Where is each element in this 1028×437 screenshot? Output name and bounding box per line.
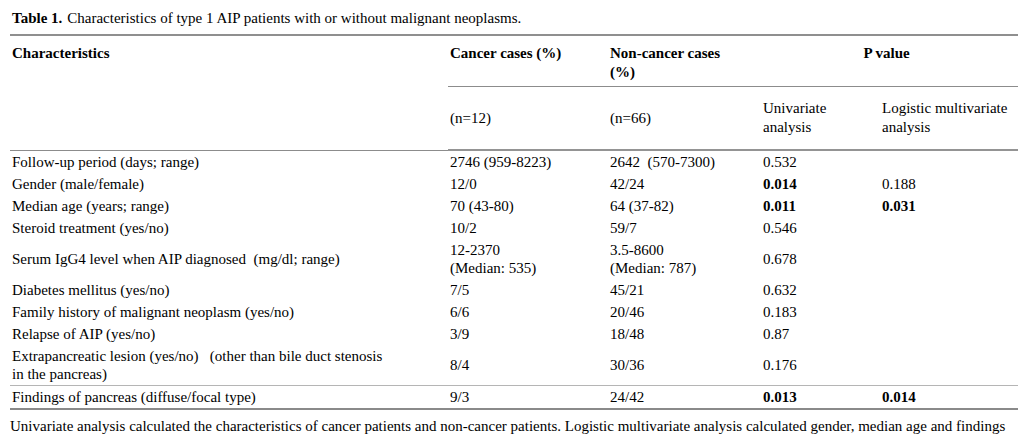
column-header-cancer-cases: Cancer cases (%) <box>448 36 608 87</box>
cell-cancer-value: 3/9 <box>448 323 608 345</box>
cell-multivariate-pvalue <box>880 239 1018 279</box>
table-row: Gender (male/female) 12/0 42/24 0.014 0.… <box>10 173 1018 195</box>
cell-characteristic: Follow-up period (days; range) <box>10 150 448 173</box>
table-title: Table 1. Characteristics of type 1 AIP pa… <box>10 5 1018 36</box>
cell-cancer-value: 8/4 <box>448 345 608 386</box>
table-footnote: Univariate analysis calculated the chara… <box>10 416 1018 437</box>
cell-univariate-pvalue: 0.632 <box>761 279 880 301</box>
cell-noncancer-value: 45/21 <box>608 279 761 301</box>
cell-characteristic: Extrapancreatic lesion (yes/no) (other t… <box>10 345 448 386</box>
cell-univariate-pvalue: 0.176 <box>761 345 880 386</box>
cell-cancer-value: 2746 (959-8223) <box>448 150 608 173</box>
cell-characteristic: Family history of malignant neoplasm (ye… <box>10 301 448 323</box>
cell-noncancer-value: 20/46 <box>608 301 761 323</box>
cell-univariate-pvalue: 0.011 <box>761 195 880 217</box>
cell-univariate-pvalue: 0.87 <box>761 323 880 345</box>
subheader-noncancer-n: (n=66) <box>608 87 761 151</box>
paper-table-figure: Table 1. Characteristics of type 1 AIP pa… <box>0 0 1028 437</box>
table-header: Characteristics Cancer cases (%) Non-can… <box>10 36 1018 150</box>
table-row: Steroid treatment (yes/no) 10/2 59/7 0.5… <box>10 217 1018 239</box>
subheader-univariate-analysis: Univariate analysis <box>761 87 880 151</box>
cell-multivariate-pvalue <box>880 301 1018 323</box>
cell-multivariate-pvalue: 0.031 <box>880 195 1018 217</box>
cell-cancer-value: 7/5 <box>448 279 608 301</box>
cell-noncancer-value: 59/7 <box>608 217 761 239</box>
cell-univariate-pvalue: 0.546 <box>761 217 880 239</box>
cell-multivariate-pvalue <box>880 150 1018 173</box>
cell-cancer-value: 70 (43-80) <box>448 195 608 217</box>
table-row: Relapse of AIP (yes/no) 3/9 18/48 0.87 <box>10 323 1018 345</box>
cell-univariate-pvalue: 0.013 <box>761 386 880 410</box>
cell-characteristic: Gender (male/female) <box>10 173 448 195</box>
cell-noncancer-value: 30/36 <box>608 345 761 386</box>
cell-univariate-pvalue: 0.532 <box>761 150 880 173</box>
cell-characteristic: Serum IgG4 level when AIP diagnosed (mg/… <box>10 239 448 279</box>
header-row-groups: Characteristics Cancer cases (%) Non-can… <box>10 36 1018 87</box>
subheader-cancer-n: (n=12) <box>448 87 608 151</box>
cell-multivariate-pvalue <box>880 279 1018 301</box>
table-row: Serum IgG4 level when AIP diagnosed (mg/… <box>10 239 1018 279</box>
table-number: Table 1. <box>12 10 62 26</box>
column-header-pvalue: P value <box>761 36 1018 87</box>
table-row: Follow-up period (days; range) 2746 (959… <box>10 150 1018 173</box>
cell-multivariate-pvalue <box>880 217 1018 239</box>
cell-characteristic: Relapse of AIP (yes/no) <box>10 323 448 345</box>
cell-multivariate-pvalue: 0.014 <box>880 386 1018 410</box>
cell-characteristic: Median age (years; range) <box>10 195 448 217</box>
cell-cancer-value: 9/3 <box>448 386 608 410</box>
table-row: Findings of pancreas (diffuse/focal type… <box>10 386 1018 410</box>
cell-characteristic: Steroid treatment (yes/no) <box>10 217 448 239</box>
cell-noncancer-value: 64 (37-82) <box>608 195 761 217</box>
cell-multivariate-pvalue <box>880 323 1018 345</box>
cell-univariate-pvalue: 0.678 <box>761 239 880 279</box>
cell-multivariate-pvalue <box>880 345 1018 386</box>
cell-noncancer-value: 2642 (570-7300) <box>608 150 761 173</box>
subheader-logistic-multivariate-analysis: Logistic multivariate analysis <box>880 87 1018 151</box>
cell-noncancer-value: 24/42 <box>608 386 761 410</box>
cell-univariate-pvalue: 0.014 <box>761 173 880 195</box>
table-row: Median age (years; range) 70 (43-80) 64 … <box>10 195 1018 217</box>
cell-characteristic: Findings of pancreas (diffuse/focal type… <box>10 386 448 410</box>
table-row: Diabetes mellitus (yes/no) 7/5 45/21 0.6… <box>10 279 1018 301</box>
column-header-characteristics: Characteristics <box>10 36 448 150</box>
table-row: Extrapancreatic lesion (yes/no) (other t… <box>10 345 1018 386</box>
cell-cancer-value: 12-2370 (Median: 535) <box>448 239 608 279</box>
cell-univariate-pvalue: 0.183 <box>761 301 880 323</box>
cell-multivariate-pvalue: 0.188 <box>880 173 1018 195</box>
table-row: Family history of malignant neoplasm (ye… <box>10 301 1018 323</box>
characteristics-table: Characteristics Cancer cases (%) Non-can… <box>10 36 1018 410</box>
cell-characteristic: Diabetes mellitus (yes/no) <box>10 279 448 301</box>
column-header-noncancer-cases: Non-cancer cases (%) <box>608 36 761 87</box>
cell-noncancer-value: 3.5-8600 (Median: 787) <box>608 239 761 279</box>
table-caption: Characteristics of type 1 AIP patients w… <box>67 10 521 26</box>
cell-cancer-value: 6/6 <box>448 301 608 323</box>
cell-cancer-value: 10/2 <box>448 217 608 239</box>
cell-noncancer-value: 42/24 <box>608 173 761 195</box>
table-body: Follow-up period (days; range) 2746 (959… <box>10 150 1018 409</box>
cell-cancer-value: 12/0 <box>448 173 608 195</box>
cell-noncancer-value: 18/48 <box>608 323 761 345</box>
